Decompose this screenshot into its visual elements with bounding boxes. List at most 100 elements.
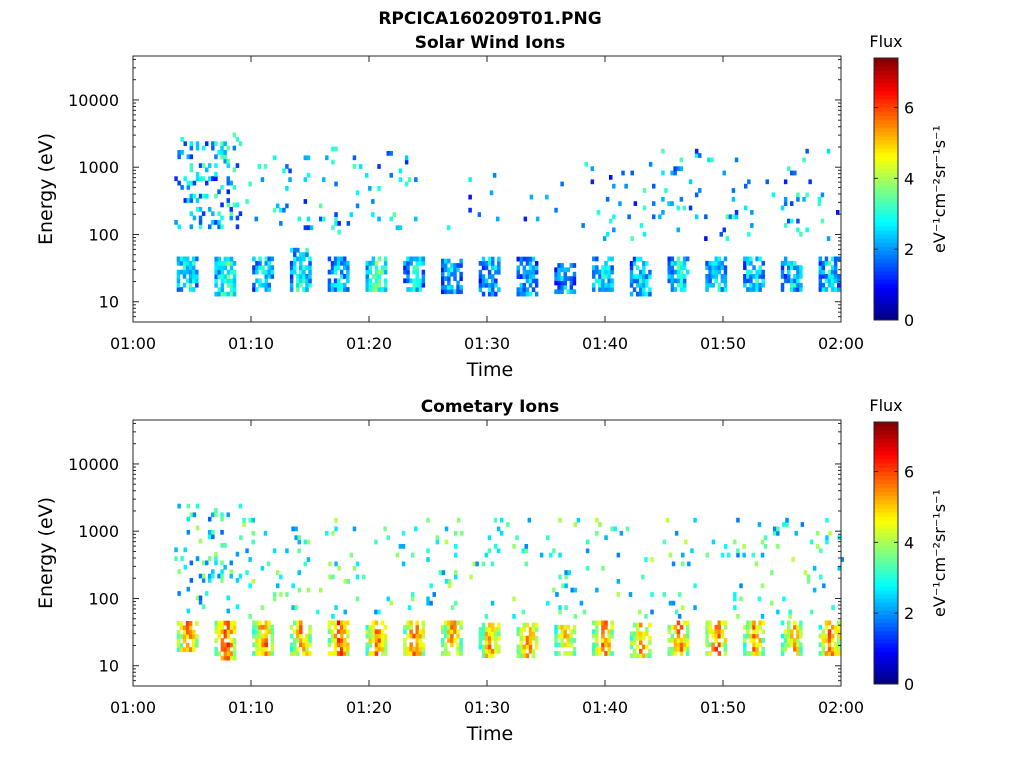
heatmap-cell bbox=[490, 600, 495, 606]
heatmap-cell bbox=[406, 620, 410, 626]
heatmap-cell bbox=[746, 256, 750, 262]
heatmap-cell bbox=[297, 535, 301, 541]
heatmap-cell bbox=[682, 265, 687, 271]
heatmap-cell bbox=[698, 188, 702, 193]
heatmap-cell bbox=[752, 651, 756, 656]
heatmap-cell bbox=[725, 236, 730, 241]
heatmap-cell bbox=[837, 651, 841, 656]
heatmap-cell bbox=[415, 624, 419, 630]
heatmap-cell bbox=[652, 183, 656, 189]
heatmap-cell bbox=[491, 653, 495, 659]
heatmap-cell bbox=[296, 274, 300, 279]
heatmap-cell bbox=[638, 609, 642, 615]
heatmap-cell bbox=[380, 629, 385, 635]
heatmap-cell bbox=[264, 624, 268, 630]
heatmap-cell bbox=[679, 651, 684, 656]
heatmap-cell bbox=[395, 225, 400, 231]
heatmap-cell bbox=[670, 287, 675, 292]
heatmap-cell bbox=[229, 569, 233, 575]
heatmap-cell bbox=[773, 530, 777, 536]
heatmap-cell bbox=[258, 638, 262, 643]
heatmap-cell bbox=[648, 653, 652, 659]
heatmap-cell bbox=[235, 578, 240, 583]
heatmap-cell bbox=[343, 624, 347, 630]
heatmap-cell bbox=[220, 287, 225, 293]
heatmap-cell bbox=[531, 287, 536, 293]
heatmap-cell bbox=[453, 263, 457, 268]
colorbar-segment bbox=[874, 598, 898, 603]
heatmap-cell bbox=[327, 620, 332, 626]
heatmap-cell bbox=[758, 287, 762, 292]
heatmap-cell bbox=[783, 638, 788, 643]
heatmap-cell bbox=[572, 651, 577, 656]
heatmap-cell bbox=[293, 252, 297, 257]
heatmap-cell bbox=[220, 573, 224, 579]
heatmap-cell bbox=[639, 291, 643, 297]
heatmap-cell bbox=[827, 651, 832, 656]
heatmap-cell bbox=[758, 265, 762, 271]
heatmap-cell bbox=[186, 180, 191, 186]
heatmap-cell bbox=[818, 269, 823, 275]
heatmap-cell bbox=[665, 517, 670, 523]
heatmap-cell bbox=[220, 154, 224, 160]
heatmap-cell bbox=[557, 284, 561, 290]
heatmap-cell bbox=[368, 633, 372, 639]
heatmap-cell bbox=[255, 642, 259, 648]
heatmap-cell bbox=[635, 622, 640, 628]
heatmap-cell bbox=[195, 278, 199, 284]
heatmap-cell bbox=[192, 638, 196, 644]
heatmap-cell bbox=[793, 646, 797, 652]
colorbar-segment bbox=[874, 532, 898, 538]
heatmap-cell bbox=[177, 180, 181, 186]
heatmap-cell bbox=[671, 600, 676, 606]
y-tick-label: 1000 bbox=[78, 158, 119, 177]
heatmap-cell bbox=[421, 260, 426, 266]
heatmap-cell bbox=[208, 529, 212, 535]
heatmap-cell bbox=[743, 646, 747, 652]
heatmap-cell bbox=[799, 620, 803, 626]
heatmap-cell bbox=[182, 269, 187, 275]
heatmap-cell bbox=[827, 633, 832, 639]
heatmap-cell bbox=[760, 552, 765, 558]
heatmap-cell bbox=[833, 651, 838, 656]
heatmap-cell bbox=[289, 624, 294, 630]
heatmap-cell bbox=[796, 651, 800, 656]
heatmap-cell bbox=[705, 274, 709, 279]
heatmap-cell bbox=[403, 269, 407, 275]
heatmap-cell bbox=[833, 269, 838, 275]
heatmap-cell bbox=[201, 193, 206, 199]
heatmap-cell bbox=[524, 544, 528, 549]
heatmap-cell bbox=[531, 631, 536, 637]
colorbar-segment bbox=[874, 266, 898, 272]
colorbar-segment bbox=[874, 679, 898, 685]
heatmap-cell bbox=[377, 629, 382, 635]
heatmap-cell bbox=[403, 265, 407, 271]
heatmap-cell bbox=[299, 620, 303, 626]
heatmap-cell bbox=[830, 651, 835, 656]
heatmap-cell bbox=[220, 278, 225, 284]
heatmap-cell bbox=[447, 258, 451, 264]
heatmap-cell bbox=[306, 557, 311, 562]
heatmap-cell bbox=[761, 269, 765, 275]
heatmap-cell bbox=[796, 274, 800, 279]
heatmap-cell bbox=[534, 635, 539, 641]
heatmap-cell bbox=[346, 629, 350, 635]
heatmap-cell bbox=[749, 638, 753, 643]
heatmap-cell bbox=[566, 642, 570, 648]
heatmap-cell bbox=[820, 218, 825, 224]
heatmap-cell bbox=[340, 260, 344, 266]
heatmap-cell bbox=[333, 642, 338, 648]
colorbar-segment bbox=[874, 74, 898, 79]
colorbar-segment bbox=[874, 111, 898, 116]
heatmap-cell bbox=[585, 565, 590, 571]
heatmap-cell bbox=[214, 638, 218, 643]
heatmap-cell bbox=[179, 621, 184, 626]
heatmap-cell bbox=[827, 274, 832, 279]
heatmap-cell bbox=[720, 633, 725, 639]
heatmap-cell bbox=[673, 278, 678, 284]
heatmap-cell bbox=[346, 620, 350, 626]
heatmap-cell bbox=[560, 276, 564, 281]
heatmap-cell bbox=[661, 210, 665, 215]
colorbar-segment bbox=[874, 131, 898, 137]
colorbar-segment bbox=[874, 491, 898, 497]
